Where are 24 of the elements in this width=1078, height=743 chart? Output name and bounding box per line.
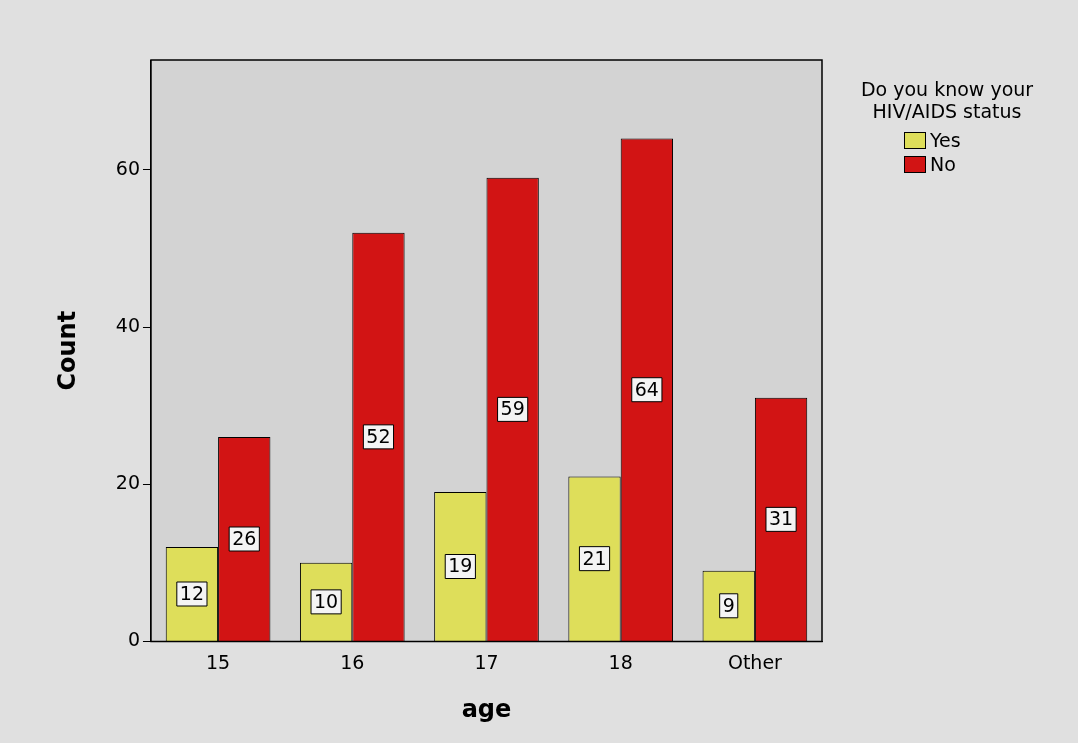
y-tick-label: 40 xyxy=(115,314,140,337)
x-tick-label: 18 xyxy=(608,650,633,673)
data-label: 19 xyxy=(448,554,473,577)
data-label: 9 xyxy=(722,593,735,616)
data-label: 10 xyxy=(314,589,339,612)
y-tick-label: 0 xyxy=(127,628,140,651)
data-label: 26 xyxy=(232,526,257,549)
data-label: 59 xyxy=(500,397,525,420)
data-label: 52 xyxy=(366,424,391,447)
x-axis-title: age xyxy=(461,694,512,723)
y-tick-label: 20 xyxy=(115,471,140,494)
data-label: 31 xyxy=(768,507,794,530)
data-label: 64 xyxy=(634,377,659,400)
legend-label: Yes xyxy=(930,128,961,152)
legend-title: Do you know your HIV/AIDS status xyxy=(859,78,1035,122)
x-tick-label: 17 xyxy=(474,650,499,673)
legend-label: No xyxy=(930,152,956,176)
data-label: 21 xyxy=(582,546,607,569)
y-axis-title: Count xyxy=(52,310,81,391)
y-tick-label: 60 xyxy=(115,156,140,179)
data-label: 12 xyxy=(179,581,204,604)
x-tick-label: 15 xyxy=(205,650,231,673)
x-tick-label: 16 xyxy=(340,650,365,673)
x-tick-label: Other xyxy=(727,650,783,673)
